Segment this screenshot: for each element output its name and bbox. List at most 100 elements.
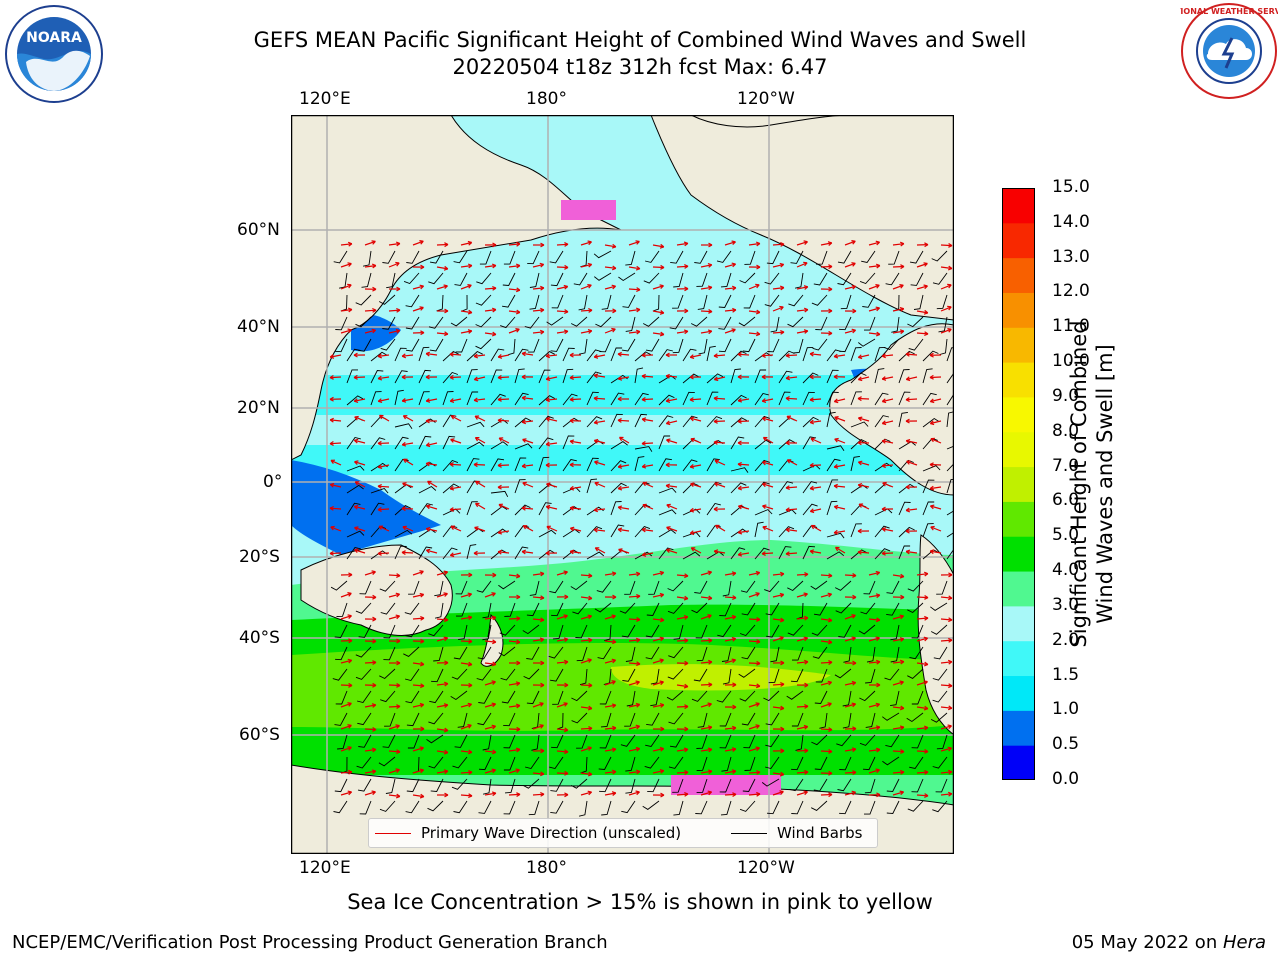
wave-arrow-head bbox=[425, 418, 430, 424]
wave-direction-arrow bbox=[618, 486, 630, 490]
wind-barb bbox=[813, 272, 828, 286]
wave-arrow-head bbox=[948, 617, 953, 623]
wind-barb bbox=[738, 668, 756, 678]
wave-direction-arrow bbox=[628, 681, 640, 686]
wind-barb bbox=[667, 580, 684, 592]
wave-arrow-head bbox=[371, 703, 377, 708]
wind-barb bbox=[378, 756, 396, 767]
wave-arrow-head bbox=[635, 265, 641, 271]
wave-direction-arrow bbox=[436, 332, 448, 335]
wind-barb bbox=[466, 421, 485, 428]
wave-arrow-head bbox=[737, 461, 742, 467]
wave-arrow-head bbox=[401, 506, 406, 512]
wave-arrow-head bbox=[731, 747, 737, 752]
wave-arrow-head bbox=[564, 770, 569, 776]
wave-arrow-head bbox=[803, 307, 809, 313]
wind-barb bbox=[790, 250, 804, 264]
wind-barb bbox=[907, 316, 924, 328]
wave-arrow-head bbox=[444, 308, 449, 314]
wind-barb bbox=[634, 525, 651, 538]
wave-arrow-head bbox=[684, 638, 689, 644]
wave-arrow-head bbox=[785, 527, 791, 533]
wave-direction-arrow bbox=[522, 420, 534, 423]
wave-arrow-head bbox=[396, 660, 401, 666]
wind-barb bbox=[813, 602, 828, 616]
wave-arrow-head bbox=[779, 705, 785, 711]
wind-barb bbox=[886, 800, 900, 814]
wave-arrow-head bbox=[689, 507, 695, 513]
wind-barb bbox=[907, 800, 924, 812]
wave-direction-arrow bbox=[748, 592, 760, 598]
wave-direction-arrow bbox=[594, 461, 606, 466]
wind-barb bbox=[764, 294, 780, 307]
wave-direction-arrow bbox=[388, 242, 400, 246]
wave-direction-arrow bbox=[546, 376, 558, 380]
wind-barb bbox=[932, 690, 948, 703]
wind-barb bbox=[811, 624, 828, 636]
wind-barb bbox=[538, 549, 556, 560]
wave-direction-arrow bbox=[796, 771, 809, 774]
wind-barb bbox=[538, 456, 550, 472]
wave-arrow-head bbox=[347, 307, 353, 313]
wind-barb bbox=[538, 415, 554, 428]
wave-direction-arrow bbox=[820, 661, 833, 664]
wave-arrow-head bbox=[522, 525, 528, 530]
wave-direction-arrow bbox=[940, 266, 952, 270]
wave-arrow-head bbox=[540, 242, 545, 248]
wave-arrow-head bbox=[420, 330, 425, 336]
wave-direction-arrow bbox=[690, 464, 702, 468]
wave-arrow-head bbox=[779, 592, 785, 598]
wave-arrow-head bbox=[875, 636, 880, 642]
wave-arrow-head bbox=[444, 792, 449, 798]
wave-direction-arrow bbox=[892, 706, 904, 709]
wave-direction-arrow bbox=[700, 310, 713, 313]
colorbar-tick-label: 1.5 bbox=[1052, 664, 1080, 685]
wave-arrow-head bbox=[473, 353, 479, 359]
wind-barb bbox=[874, 548, 891, 560]
wind-barb bbox=[730, 350, 747, 362]
wind-barb bbox=[429, 250, 444, 264]
wave-arrow-head bbox=[425, 398, 431, 403]
wave-arrow-head bbox=[467, 309, 473, 315]
wind-barb bbox=[370, 487, 389, 494]
wind-barb bbox=[864, 316, 876, 331]
wind-barb bbox=[346, 348, 361, 362]
wave-direction-arrow bbox=[737, 420, 750, 423]
wave-arrow-head bbox=[515, 287, 521, 293]
wave-direction-arrow bbox=[724, 309, 736, 312]
wave-direction-arrow bbox=[906, 460, 918, 466]
wave-arrow-head bbox=[444, 331, 449, 337]
wave-direction-arrow bbox=[858, 417, 870, 422]
wave-arrow-head bbox=[594, 547, 600, 552]
wave-direction-arrow bbox=[508, 288, 520, 291]
wave-arrow-head bbox=[947, 328, 952, 333]
wave-arrow-head bbox=[713, 376, 719, 382]
wave-arrow-head bbox=[899, 573, 905, 579]
wave-direction-arrow bbox=[403, 415, 414, 422]
wave-arrow-head bbox=[852, 770, 857, 776]
wind-barb bbox=[910, 272, 924, 286]
lon-label-bottom-120e: 120°E bbox=[299, 858, 351, 878]
wave-arrow-head bbox=[929, 398, 935, 404]
wind-barb bbox=[538, 369, 551, 384]
wave-direction-arrow bbox=[641, 442, 654, 445]
wave-direction-arrow bbox=[388, 574, 401, 577]
wind-barb bbox=[646, 712, 660, 726]
wind-barb bbox=[682, 391, 695, 406]
wave-arrow-head bbox=[467, 240, 473, 246]
wind-barb bbox=[658, 415, 674, 428]
wave-arrow-head bbox=[569, 375, 574, 380]
wave-arrow-head bbox=[611, 571, 617, 577]
wave-direction-arrow bbox=[353, 376, 366, 379]
wave-direction-arrow bbox=[475, 437, 486, 444]
wave-arrow-head bbox=[810, 437, 815, 443]
wave-arrow-head bbox=[467, 702, 473, 708]
wind-barb bbox=[407, 734, 420, 749]
wind-barb bbox=[767, 338, 780, 353]
wave-direction-arrow bbox=[532, 263, 544, 268]
wind-barb bbox=[466, 369, 478, 384]
wave-direction-arrow bbox=[820, 593, 832, 598]
wave-arrow-head bbox=[923, 309, 929, 315]
wind-barb bbox=[503, 800, 516, 815]
colorbar-tick-label: 1.0 bbox=[1052, 699, 1080, 720]
